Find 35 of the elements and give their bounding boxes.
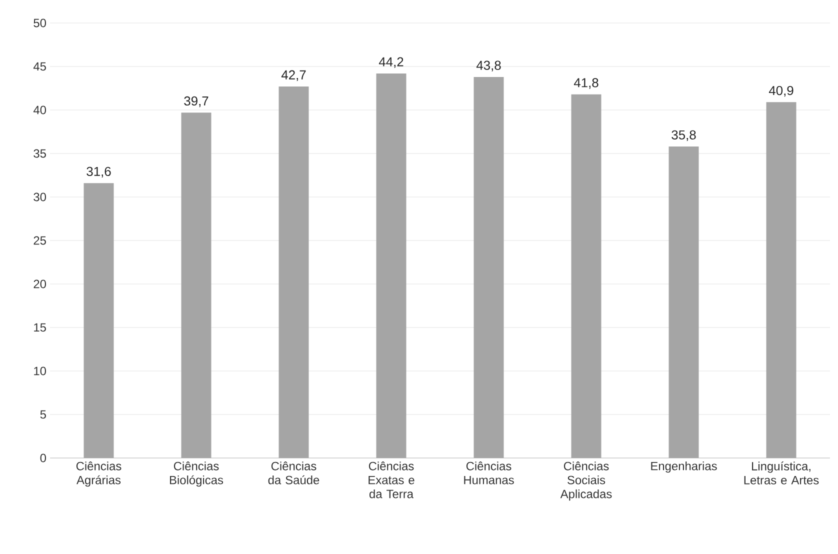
bar <box>766 102 796 458</box>
y-tick-label: 20 <box>34 280 46 288</box>
data-label: 31,6 <box>86 166 111 178</box>
x-tick-label: Ciências Agrárias <box>76 462 122 487</box>
y-tick-label: 50 <box>34 18 46 28</box>
data-label: 44,2 <box>378 57 404 68</box>
y-tick-label: 40 <box>33 106 46 114</box>
y-tick-label: 25 <box>34 236 46 245</box>
x-tick-label: Ciências Humanas <box>464 462 514 484</box>
y-tick-label: 5 <box>40 410 46 419</box>
data-label: 40,9 <box>768 86 794 97</box>
data-label: 41,8 <box>574 78 598 89</box>
data-label: 43,8 <box>476 60 501 72</box>
bar <box>84 183 114 458</box>
y-tick-label: 35 <box>34 149 46 158</box>
y-tick-label: 45 <box>33 62 46 71</box>
x-tick-label: Ciências Sociais Aplicadas <box>560 462 612 501</box>
x-tick-label: Ciências da Saúde <box>268 462 320 484</box>
y-tick-label: 10 <box>34 366 46 376</box>
bar <box>376 73 406 458</box>
bar <box>571 94 602 458</box>
y-tick-label: 15 <box>34 323 46 332</box>
bar <box>181 112 212 458</box>
data-label: 39,7 <box>184 96 208 108</box>
bar <box>668 146 699 458</box>
bar <box>474 76 504 458</box>
y-tick-label: 30 <box>34 192 46 202</box>
x-tick-label: Ciências Biológicas <box>170 462 224 487</box>
data-label: 35,8 <box>672 130 696 142</box>
y-tick-label: 0 <box>40 454 46 462</box>
bar <box>278 86 309 458</box>
x-tick-label: Linguística, Letras e Artes <box>744 462 819 484</box>
x-tick-label: Engenharias <box>651 462 717 473</box>
data-label: 42,7 <box>281 70 306 81</box>
x-tick-label: Ciências Exatas e da Terra <box>368 462 414 498</box>
